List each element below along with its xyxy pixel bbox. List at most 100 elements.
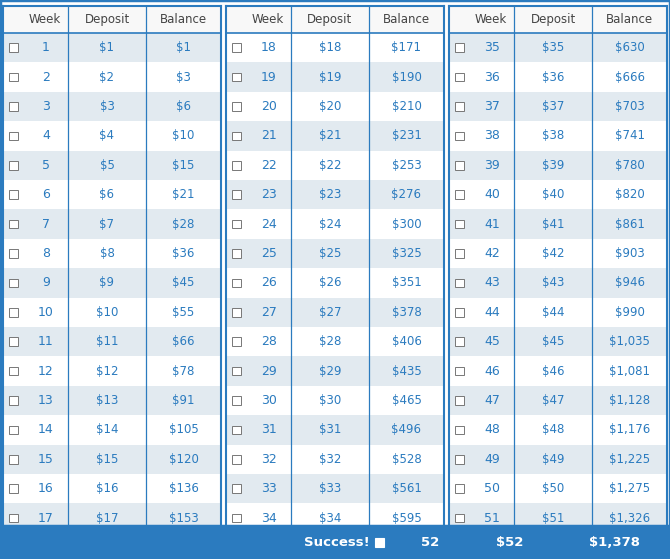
Text: $28: $28	[172, 217, 195, 231]
Text: 2: 2	[42, 70, 50, 84]
Text: 44: 44	[484, 306, 500, 319]
Text: 21: 21	[261, 129, 277, 143]
Bar	[3, 210, 221, 239]
Text: 49: 49	[484, 453, 500, 466]
Bar	[3, 121, 221, 150]
Text: $946: $946	[614, 276, 645, 290]
Text: 41: 41	[484, 217, 500, 231]
Bar	[449, 415, 667, 444]
Text: 29: 29	[261, 364, 277, 377]
Bar	[232, 514, 241, 522]
Text: $1,225: $1,225	[609, 453, 650, 466]
Text: $47: $47	[542, 394, 564, 407]
Bar	[9, 338, 17, 346]
Text: 40: 40	[484, 188, 500, 201]
Text: $136: $136	[169, 482, 198, 495]
Text: $3: $3	[100, 100, 115, 113]
Text: 39: 39	[484, 159, 500, 172]
Text: 38: 38	[484, 129, 500, 143]
Text: $10: $10	[172, 129, 195, 143]
Text: $325: $325	[392, 247, 421, 260]
Text: Success!: Success!	[304, 536, 370, 549]
Text: $51: $51	[542, 511, 564, 524]
Text: 6: 6	[42, 188, 50, 201]
Text: $32: $32	[319, 453, 341, 466]
Text: $16: $16	[96, 482, 118, 495]
Text: 36: 36	[484, 70, 500, 84]
Text: $528: $528	[392, 453, 421, 466]
Bar	[3, 63, 221, 92]
Text: $27: $27	[319, 306, 341, 319]
Text: $1,378: $1,378	[590, 536, 641, 549]
Text: $6: $6	[176, 100, 191, 113]
Bar	[3, 180, 221, 210]
Text: 43: 43	[484, 276, 500, 290]
Bar	[226, 121, 444, 150]
Text: $153: $153	[169, 511, 198, 524]
Text: $1: $1	[176, 41, 191, 54]
Text: $666: $666	[614, 70, 645, 84]
Text: 25: 25	[261, 247, 277, 260]
Text: 52: 52	[421, 536, 439, 549]
Text: Deposit: Deposit	[84, 13, 129, 26]
Text: 46: 46	[484, 364, 500, 377]
Bar	[232, 485, 241, 493]
Bar	[455, 425, 464, 434]
Text: $45: $45	[542, 335, 564, 348]
Text: $91: $91	[172, 394, 195, 407]
Bar	[455, 485, 464, 493]
Text: 34: 34	[261, 511, 277, 524]
Bar	[3, 357, 221, 386]
Bar	[455, 191, 464, 199]
Text: $20: $20	[319, 100, 341, 113]
Text: $1,176: $1,176	[609, 423, 650, 437]
Text: $231: $231	[391, 129, 421, 143]
Bar	[226, 210, 444, 239]
Bar	[3, 6, 221, 33]
Bar	[9, 278, 17, 287]
Bar	[455, 278, 464, 287]
Text: $19: $19	[319, 70, 341, 84]
Text: $36: $36	[542, 70, 564, 84]
Text: 14: 14	[38, 423, 54, 437]
Text: $35: $35	[542, 41, 564, 54]
Text: $21: $21	[319, 129, 341, 143]
Text: 17: 17	[38, 511, 54, 524]
Bar	[226, 6, 444, 33]
Text: $12: $12	[96, 364, 118, 377]
Bar	[449, 210, 667, 239]
Bar	[226, 327, 444, 357]
Bar	[3, 444, 221, 474]
Text: 31: 31	[261, 423, 277, 437]
Text: $78: $78	[172, 364, 195, 377]
Bar	[455, 161, 464, 169]
Bar	[232, 396, 241, 405]
Text: $8: $8	[100, 247, 115, 260]
Bar	[449, 150, 667, 180]
Text: $9: $9	[100, 276, 115, 290]
Bar	[9, 132, 17, 140]
Bar	[232, 102, 241, 111]
Bar	[226, 504, 444, 533]
Text: Balance: Balance	[160, 13, 207, 26]
Bar	[226, 33, 444, 63]
Bar	[3, 504, 221, 533]
Text: 7: 7	[42, 217, 50, 231]
Bar	[449, 268, 667, 297]
Bar	[226, 357, 444, 386]
Bar	[3, 92, 221, 121]
Text: 32: 32	[261, 453, 277, 466]
Text: 4: 4	[42, 129, 50, 143]
Bar	[449, 33, 667, 63]
Bar	[449, 474, 667, 504]
Text: 26: 26	[261, 276, 277, 290]
Text: Balance: Balance	[606, 13, 653, 26]
Text: $45: $45	[172, 276, 195, 290]
Bar	[226, 386, 444, 415]
Text: $861: $861	[614, 217, 645, 231]
Bar	[449, 297, 667, 327]
Text: $55: $55	[172, 306, 194, 319]
Text: 8: 8	[42, 247, 50, 260]
Bar	[232, 308, 241, 316]
Text: $36: $36	[172, 247, 195, 260]
